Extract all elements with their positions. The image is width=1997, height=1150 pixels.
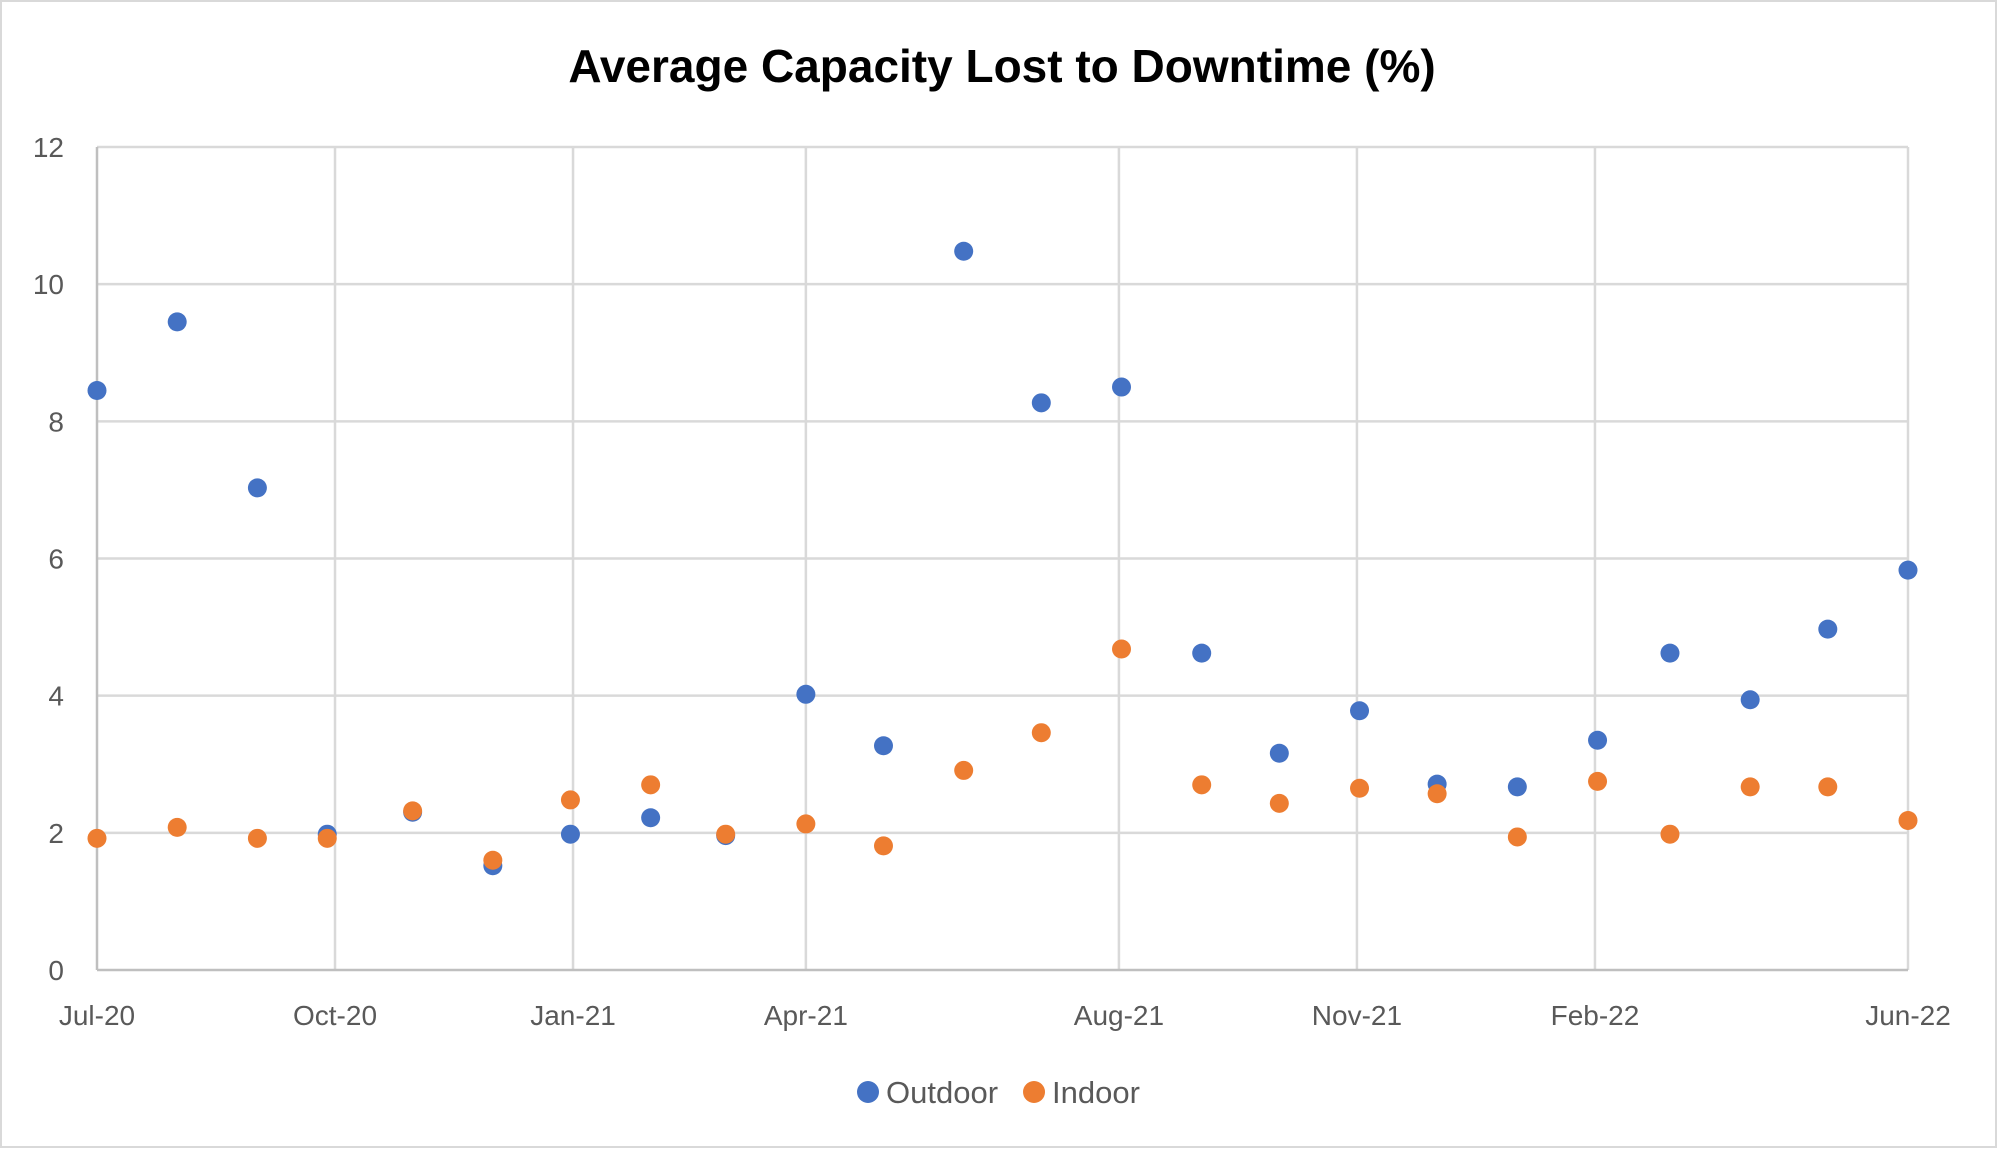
data-point-indoor <box>1192 775 1212 795</box>
data-point-indoor <box>1112 639 1132 659</box>
chart-title: Average Capacity Lost to Downtime (%) <box>568 40 1435 92</box>
data-point-outdoor <box>1898 560 1918 580</box>
data-point-indoor <box>1031 723 1051 743</box>
data-point-indoor <box>1269 793 1289 813</box>
data-point-outdoor <box>1818 619 1838 639</box>
x-tick-label: Jun-22 <box>1865 1000 1951 1031</box>
data-point-outdoor <box>1507 777 1527 797</box>
y-tick-label: 10 <box>33 269 64 300</box>
x-axis-tick-labels: Jul-20 Oct-20 Jan-21 Apr-21 Aug-21 Nov-21 Feb-… <box>59 1000 1951 1031</box>
data-point-indoor <box>247 828 267 848</box>
data-point-outdoor <box>873 736 893 756</box>
legend-label-indoor: Indoor <box>1052 1075 1140 1110</box>
x-tick-label: Aug-21 <box>1074 1000 1164 1031</box>
data-point-indoor <box>403 801 423 821</box>
y-tick-label: 2 <box>48 818 64 849</box>
data-point-outdoor <box>87 380 107 400</box>
y-axis-tick-labels: 0 2 4 6 8 10 12 <box>33 132 64 986</box>
x-tick-label: Feb-22 <box>1551 1000 1640 1031</box>
y-tick-label: 12 <box>33 132 64 163</box>
y-tick-label: 0 <box>48 955 64 986</box>
data-point-outdoor <box>1112 377 1132 397</box>
data-point-indoor <box>1588 771 1608 791</box>
x-tick-label: Jul-20 <box>59 1000 135 1031</box>
data-point-outdoor <box>560 824 580 844</box>
gridlines <box>97 145 1910 970</box>
data-points <box>87 241 1918 876</box>
data-point-indoor <box>317 828 337 848</box>
data-point-outdoor <box>167 312 187 332</box>
data-point-outdoor <box>954 241 974 261</box>
data-point-outdoor <box>1350 701 1370 721</box>
legend: Outdoor Indoor <box>857 1075 1140 1110</box>
data-point-indoor <box>1350 778 1370 798</box>
series-indoor <box>87 639 1918 870</box>
data-point-indoor <box>641 775 661 795</box>
data-point-outdoor <box>1269 743 1289 763</box>
data-point-indoor <box>167 817 187 837</box>
data-point-outdoor <box>1740 690 1760 710</box>
legend-marker-outdoor <box>857 1081 879 1103</box>
legend-item-outdoor: Outdoor <box>857 1075 998 1110</box>
x-tick-label: Oct-20 <box>293 1000 377 1031</box>
data-point-indoor <box>954 760 974 780</box>
data-point-indoor <box>716 824 736 844</box>
data-point-indoor <box>1740 777 1760 797</box>
legend-marker-indoor <box>1023 1081 1046 1103</box>
x-tick-label: Nov-21 <box>1312 1000 1402 1031</box>
data-point-outdoor <box>1588 730 1608 750</box>
x-tick-label: Jan-21 <box>530 1000 616 1031</box>
x-tick-label: Apr-21 <box>764 1000 848 1031</box>
legend-item-indoor: Indoor <box>1023 1075 1140 1110</box>
y-tick-label: 4 <box>48 681 64 712</box>
data-point-indoor <box>1427 784 1447 804</box>
data-point-outdoor <box>641 808 661 828</box>
data-point-indoor <box>1660 824 1680 844</box>
data-point-indoor <box>560 790 580 810</box>
data-point-indoor <box>483 850 503 870</box>
data-point-indoor <box>873 836 893 856</box>
data-point-indoor <box>87 828 107 848</box>
data-point-outdoor <box>796 684 816 704</box>
data-point-indoor <box>1507 827 1527 847</box>
data-point-indoor <box>796 814 816 834</box>
data-point-outdoor <box>1031 393 1051 413</box>
data-point-indoor <box>1898 810 1918 830</box>
y-tick-label: 8 <box>48 406 64 437</box>
data-point-outdoor <box>1192 643 1212 663</box>
y-tick-label: 6 <box>48 544 64 575</box>
data-point-outdoor <box>247 478 267 498</box>
data-point-outdoor <box>1660 643 1680 663</box>
legend-label-outdoor: Outdoor <box>886 1075 998 1110</box>
data-point-indoor <box>1818 777 1838 797</box>
